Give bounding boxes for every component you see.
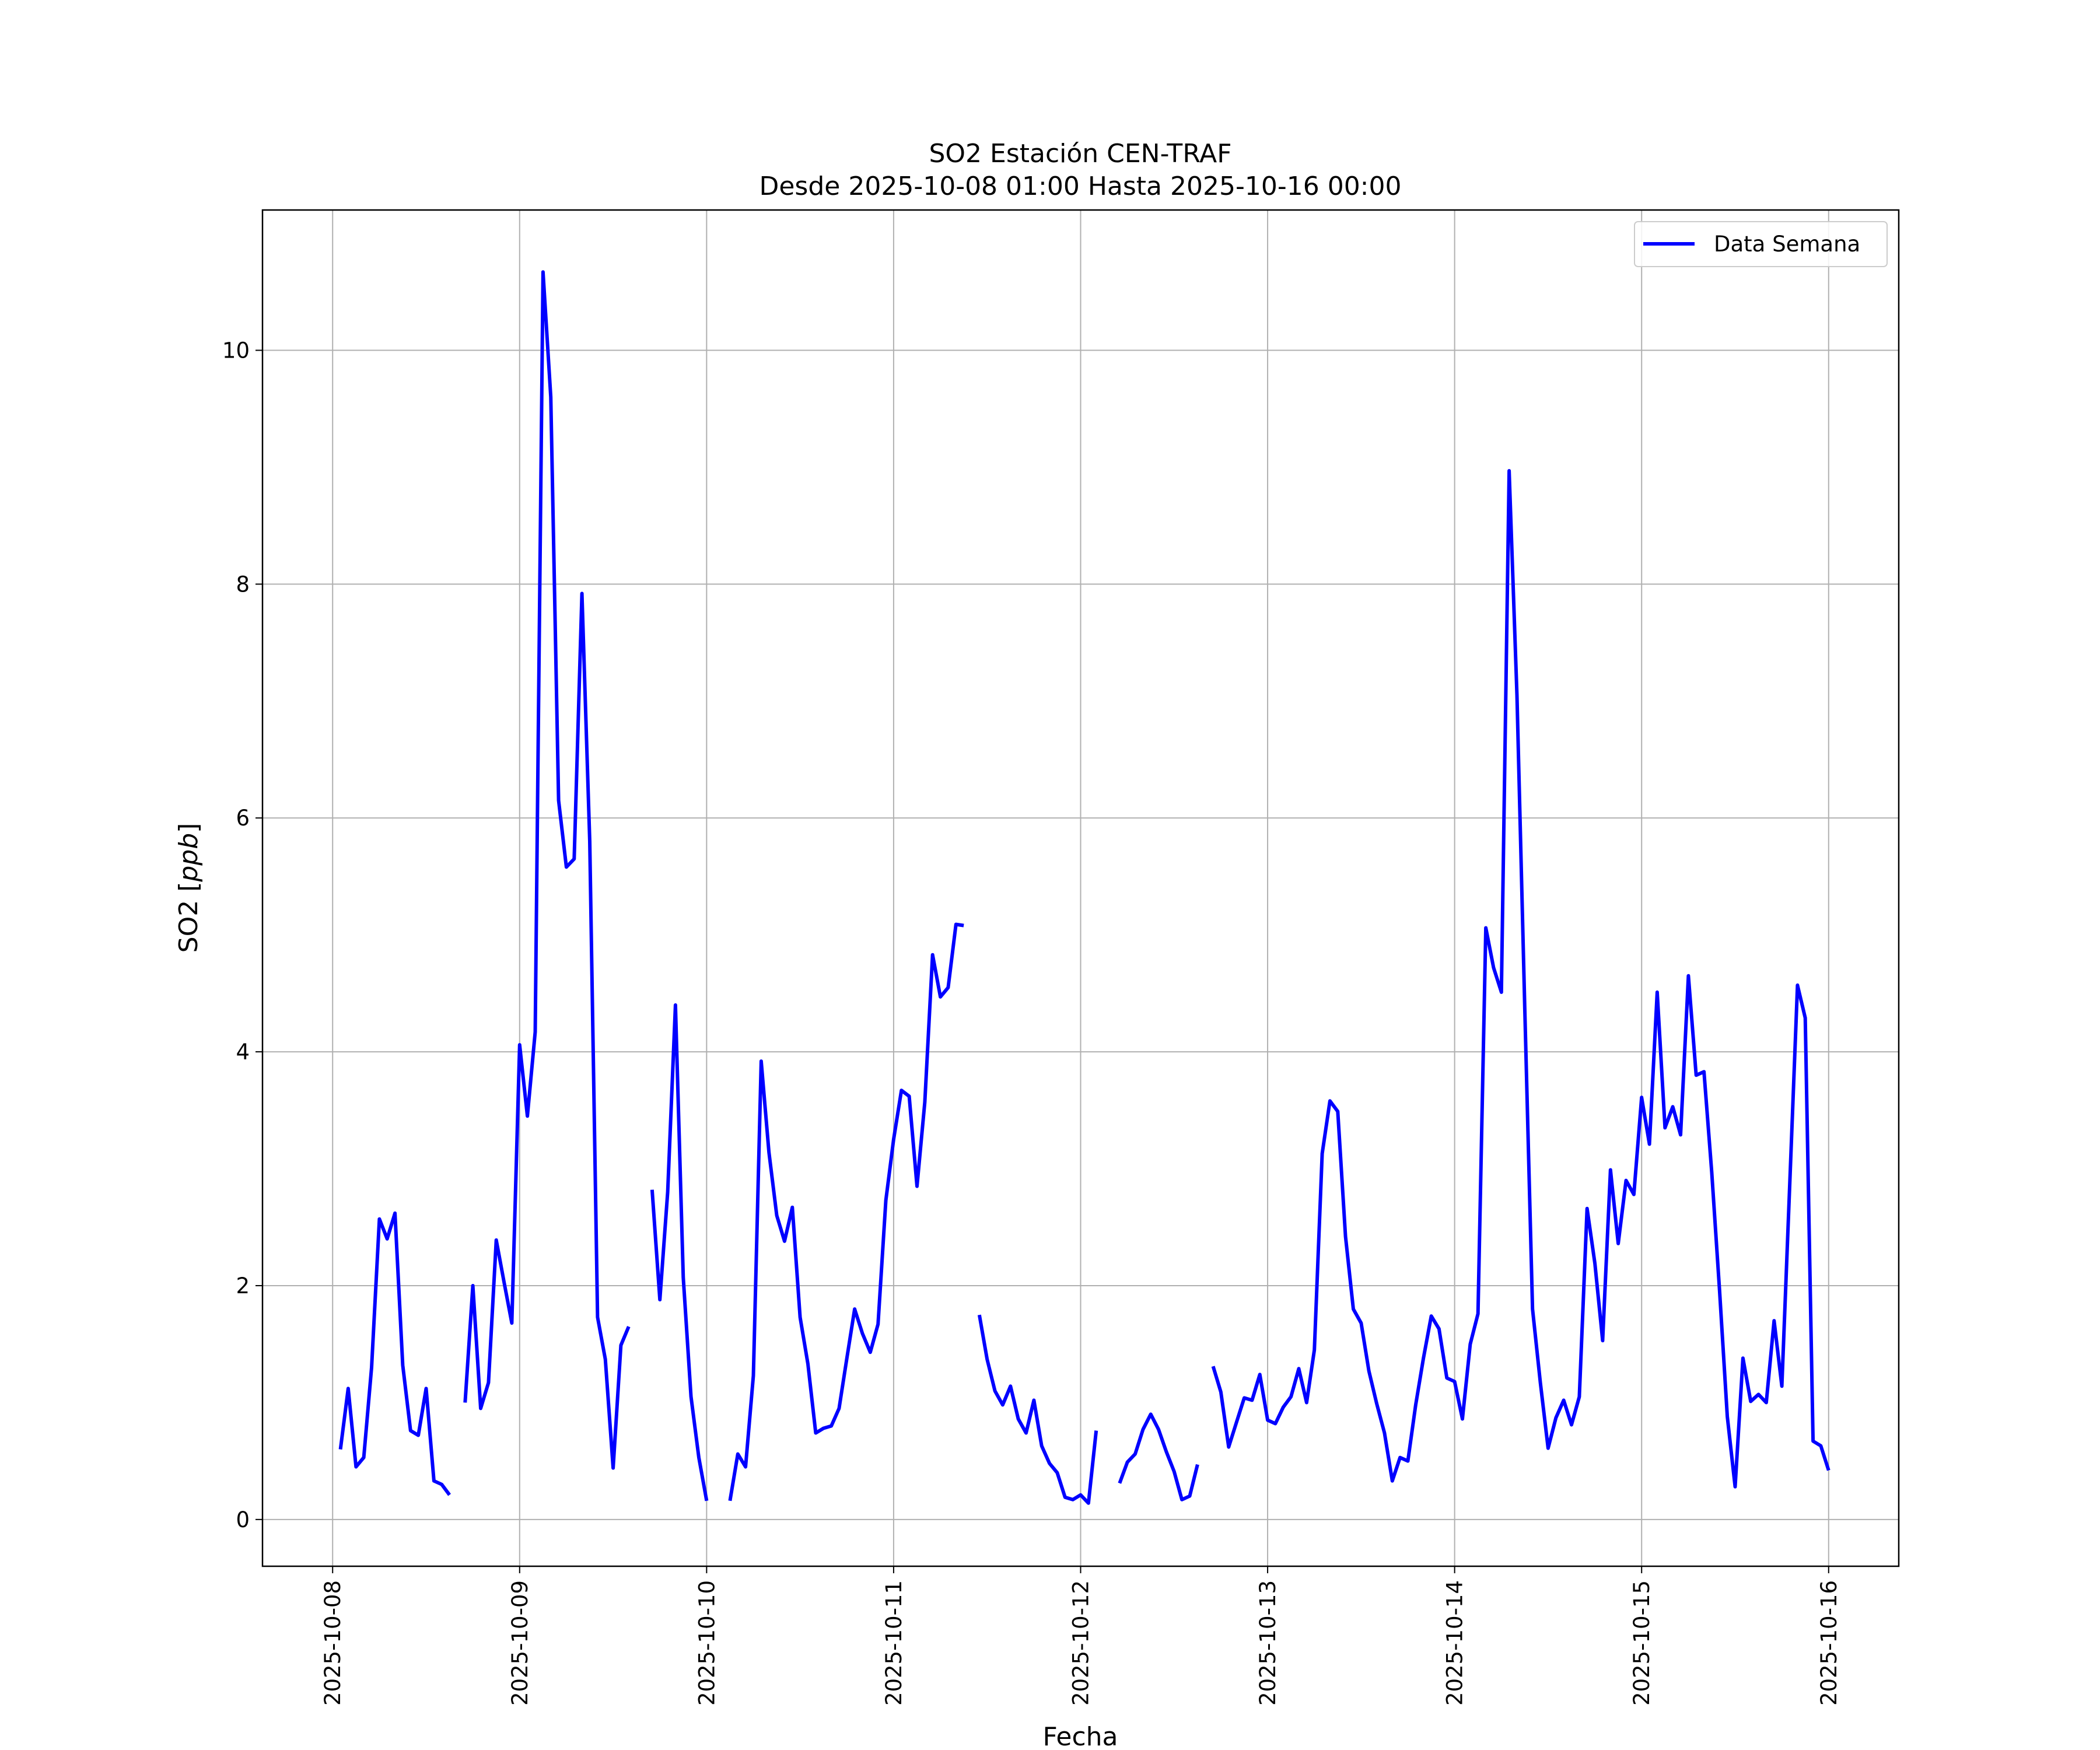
x-tick-label: 2025-10-08	[320, 1580, 345, 1706]
series-line-segment	[728, 922, 964, 1502]
series-line-segment	[1211, 469, 1831, 1489]
series-line-segment	[463, 270, 631, 1470]
x-tick-label: 2025-10-11	[881, 1580, 907, 1706]
x-tick-label: 2025-10-12	[1069, 1580, 1094, 1706]
y-tick-label: 4	[236, 1040, 250, 1065]
series-line-segment	[650, 1003, 709, 1502]
chart-title: SO2 Estación CEN-TRAF	[929, 139, 1231, 169]
x-tick-label: 2025-10-14	[1443, 1580, 1468, 1706]
legend: Data Semana	[1634, 221, 1888, 267]
series-line-segment	[338, 1211, 452, 1496]
y-axis-label: SO2 [ppb]	[174, 823, 204, 953]
x-tick-label: 2025-10-13	[1255, 1580, 1280, 1706]
x-tick-label: 2025-10-10	[694, 1580, 719, 1706]
y-tick-label: 2	[236, 1273, 250, 1298]
axis-ticks: 0 2 4 6 8 10 2025-10-08 2025-10-09 2025-10-10 202…	[222, 338, 1842, 1706]
x-tick-label: 2025-10-15	[1629, 1580, 1654, 1706]
x-tick-label: 2025-10-09	[508, 1580, 533, 1706]
x-tick-label: 2025-10-16	[1817, 1580, 1842, 1706]
series-line-segment	[977, 1314, 1098, 1505]
y-axis-label-suffix: ]	[174, 823, 204, 833]
y-tick-label: 0	[236, 1507, 250, 1532]
y-tick-label: 8	[236, 572, 250, 597]
y-tick-label: 10	[222, 338, 250, 363]
grid	[262, 210, 1899, 1566]
legend-box	[1634, 221, 1888, 267]
data-lines	[338, 270, 1831, 1505]
chart-subtitle: Desde 2025-10-08 01:00 Hasta 2025-10-16 …	[759, 172, 1401, 201]
x-axis-label: Fecha	[1042, 1722, 1118, 1750]
legend-label: Data Semana	[1714, 232, 1860, 257]
y-axis-label-unit: ppb	[174, 833, 204, 883]
y-axis-label-prefix: SO2 [	[174, 882, 204, 953]
series-line-segment	[1118, 1412, 1199, 1502]
y-tick-label: 6	[236, 806, 250, 831]
